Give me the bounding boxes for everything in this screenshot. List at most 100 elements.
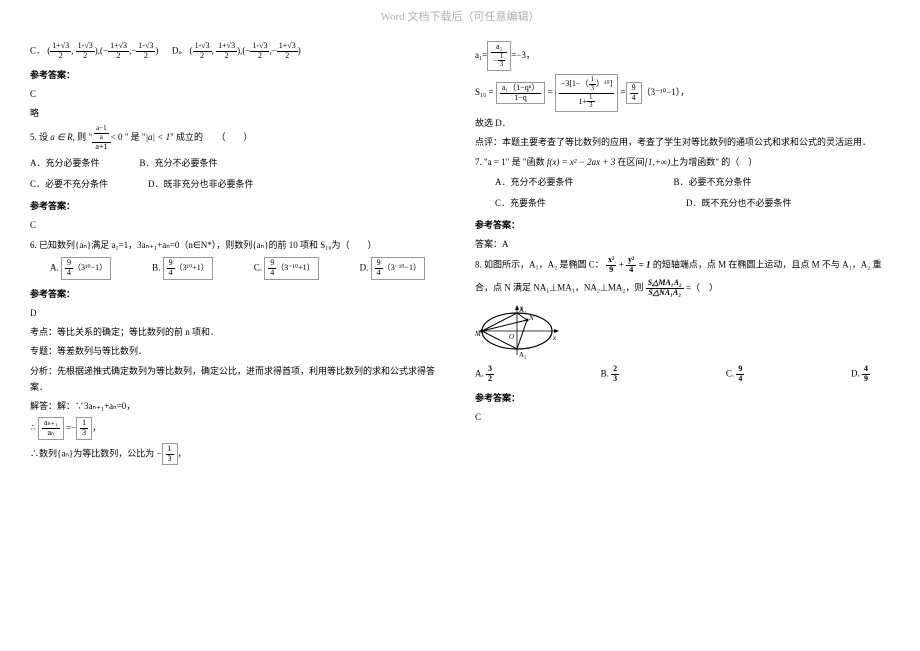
left-column: C． (1+√32, 1-√32),(−1+√32,−1-√32) D。 (1-… xyxy=(30,38,445,468)
lab: A. xyxy=(50,263,59,273)
answer-3: D xyxy=(30,305,445,321)
answer-4: 答案：A xyxy=(475,236,890,252)
q8-text-2: 合，点 N 满足 NA₁⊥MA₁，NA₂⊥MA₂，则 S△MA₁A₂S△NA₁A… xyxy=(475,279,890,298)
q7-opt-a: A．充分不必要条件 xyxy=(495,174,574,190)
a2-label: A₂ xyxy=(519,351,527,359)
q6-options: A. 94（3¹⁰−1） B. 94（3¹⁰+1） C. 94（3⁻¹⁰+1） … xyxy=(30,257,445,280)
q8-text-1: 8. 如图所示，A₁，A₂ 是椭圆 C： x²9 + y²4 = 1 的短轴端点… xyxy=(475,256,890,275)
f-den: 4 xyxy=(736,375,744,384)
q5-opt-d: D．既非充分也非必要条件 xyxy=(148,176,254,192)
answer-label-5: 参考答案： xyxy=(475,390,890,406)
q8-opt-d: D. 49 xyxy=(851,365,870,384)
q7-options-cd: C．充要条件 D．既不充分也不必要条件 xyxy=(475,195,890,211)
f-den: 2 xyxy=(108,52,129,61)
lab: D. xyxy=(360,263,369,273)
answer-5: C xyxy=(475,409,890,425)
f-den: 3 xyxy=(80,429,88,438)
f-den: 2 xyxy=(250,52,269,61)
f-den: 4 xyxy=(375,269,383,278)
q6-kaodian: 考点：等比关系的确定；等比数列的前 n 项和． xyxy=(30,324,445,340)
p: 1+ xyxy=(579,97,588,106)
a1-label: A₁ xyxy=(519,306,527,314)
suf: ， xyxy=(178,448,187,458)
q5-rhs: < 0 xyxy=(111,132,123,142)
q6-opt-d: D. 94（3⁻¹⁰−1） xyxy=(360,257,425,280)
suf: （3⁻¹⁰−1）， xyxy=(642,87,690,97)
q5-text: 5. 设 a ∈ R, 则 "a−1aa+1< 0 " 是 "|a| < 1" … xyxy=(30,125,445,151)
f-den: 3 xyxy=(166,455,174,464)
f-den: 2 xyxy=(50,52,71,61)
q8-opt-b: B. 23 xyxy=(601,365,620,384)
right-column: a₁=a₂−13=−3， S₁₀ = a₁（1−qⁿ）1−q = −3[1−（1… xyxy=(475,38,890,468)
fx: f(x) = x² − 2ax + 3 xyxy=(547,157,615,167)
q5-options-cd: C．必要不充分条件 D．既非充分也非必要条件 xyxy=(30,176,445,192)
answer-label-3: 参考答案： xyxy=(30,286,445,302)
eq: = xyxy=(545,87,555,97)
f-den: 2 xyxy=(277,52,298,61)
s: ）¹⁰] xyxy=(596,79,612,88)
f-den: 9 xyxy=(606,266,616,275)
mid: 在区间 xyxy=(618,157,645,167)
f-den: 3 xyxy=(611,375,619,384)
f-den: 2 xyxy=(193,52,212,61)
pre: a₁= xyxy=(475,50,487,60)
opt-d-label: D。 xyxy=(172,45,188,55)
rest: （3¹⁰−1） xyxy=(73,263,107,272)
answer-1: C xyxy=(30,86,445,102)
interval: [1,+∞) xyxy=(645,157,671,167)
rest: （3¹⁰+1） xyxy=(175,263,209,272)
f-den: 2 xyxy=(76,52,95,61)
q5-opt-b: B．充分不必要条件 xyxy=(140,155,218,171)
suf1: 的短轴端点，点 M 在椭圆上运动，且点 M 不与 A₁，A₂ 重 xyxy=(653,260,882,270)
f-den: a xyxy=(94,134,109,142)
q6-opt-a: A. 94（3¹⁰−1） xyxy=(50,257,111,280)
rest: （3⁻¹⁰+1） xyxy=(276,263,314,272)
a1-deriv: a₁=a₂−13=−3， xyxy=(475,41,890,71)
n-label: N xyxy=(528,314,534,322)
q5-opt-a: A．充分必要条件 xyxy=(30,155,100,171)
lab: B. xyxy=(152,263,160,273)
q6-opt-c: C. 94（3⁻¹⁰+1） xyxy=(254,257,319,280)
q5-end2: " 成立的 （ ） xyxy=(170,132,252,142)
dianping: 点评：本题主要考查了等比数列的应用，考查了学生对等比数列的通项公式和求和公式的灵… xyxy=(475,134,890,150)
f-den: 4 xyxy=(626,266,636,275)
p: −3[1−（ xyxy=(561,79,589,88)
f-den: 3 xyxy=(498,61,506,69)
ellipse-svg: y x A₁ A₂ M N O xyxy=(475,302,560,360)
opt-c-label: C． xyxy=(30,45,45,55)
answer-2: C xyxy=(30,217,445,233)
q6-fenxi: 分析：先根据递推式确定数列为等比数列，确定公比，进而求得首项，利用等比数列的求和… xyxy=(30,363,445,395)
q5-options-ab: A．充分必要条件 B．充分不必要条件 xyxy=(30,155,445,171)
lab: A. xyxy=(475,369,484,379)
pre: 8. 如图所示，A₁，A₂ 是椭圆 C： xyxy=(475,260,604,270)
q8-opt-c: C. 94 xyxy=(726,365,745,384)
rest: （3⁻¹⁰−1） xyxy=(383,263,421,272)
q6-text: 6. 已知数列{aₙ}满足 a₁=1，3aₙ₊₁+aₙ=0（n∈N*），则数列{… xyxy=(30,237,445,253)
q6-zhuanti: 专题：等差数列与等比数列． xyxy=(30,343,445,359)
q5-opt-c: C．必要不充分条件 xyxy=(30,176,108,192)
f-den: 2 xyxy=(216,52,237,61)
eq2: = xyxy=(618,87,625,97)
f-den: 2 xyxy=(486,375,494,384)
answer-label-1: 参考答案： xyxy=(30,67,445,83)
rhs: = 1 xyxy=(639,260,651,270)
suf: 上为增函数" 的（ ） xyxy=(670,157,757,167)
q6-jieda1: 解答：解：∵3aₙ₊₁+aₙ=0， xyxy=(30,398,445,414)
f-den: a+1 xyxy=(92,143,111,152)
pre: 合，点 N 满足 NA₁⊥MA₁，NA₂⊥MA₂，则 xyxy=(475,282,643,292)
suf: ， xyxy=(92,423,101,433)
q5-a: a ∈ R xyxy=(50,132,72,142)
answer-label-2: 参考答案： xyxy=(30,198,445,214)
q6-jieda3: ∴数列{aₙ}为等比数列，公比为 −13， xyxy=(30,443,445,466)
f-den: 1−q xyxy=(500,94,541,103)
q7-opt-c: C．充要条件 xyxy=(495,195,546,211)
q5-prefix: 5. 设 xyxy=(30,132,48,142)
q5-mid: 则 xyxy=(77,132,86,142)
answer-1-note: 略 xyxy=(30,105,445,121)
eq: =− xyxy=(64,423,76,433)
f-den: 9 xyxy=(862,375,870,384)
page-container: C． (1+√32, 1-√32),(−1+√32,−1-√32) D。 (1-… xyxy=(0,28,920,478)
f-den: 4 xyxy=(167,269,175,278)
lab: B. xyxy=(601,369,609,379)
answer-label-4: 参考答案： xyxy=(475,217,890,233)
